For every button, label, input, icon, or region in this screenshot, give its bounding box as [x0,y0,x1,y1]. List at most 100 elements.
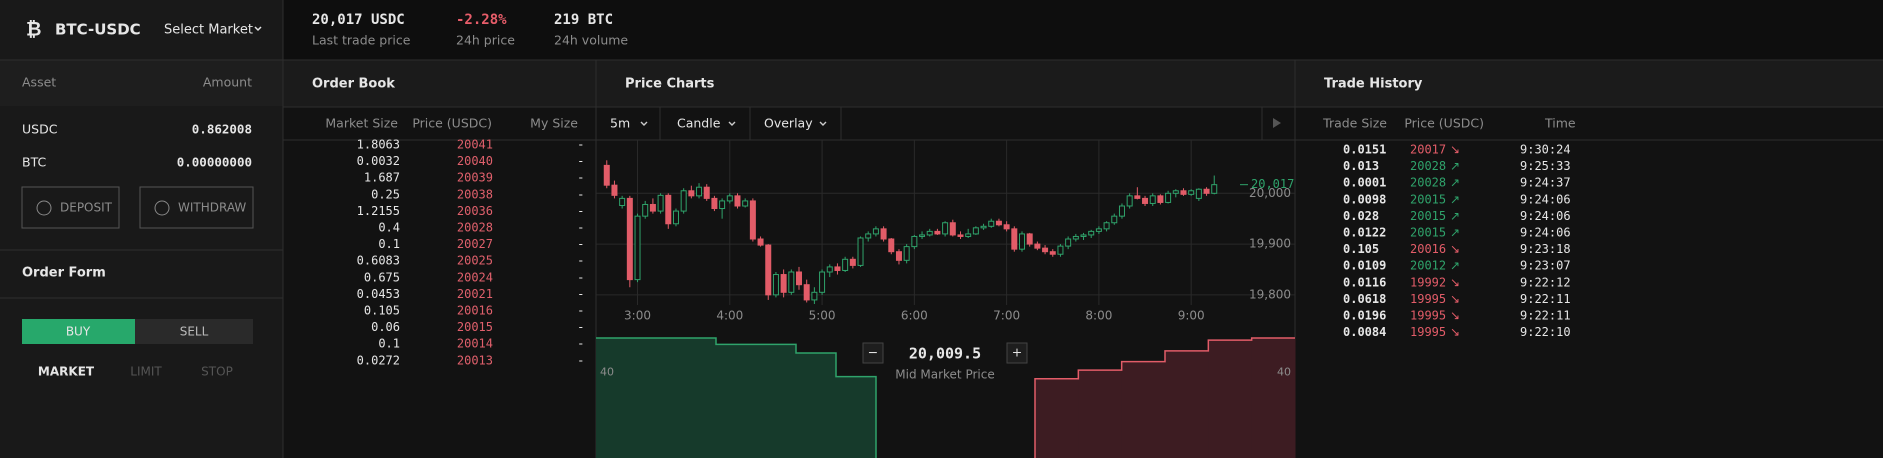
x-tick-label: 5:00 [809,309,836,323]
candle-body [895,251,902,261]
candle-body [1126,195,1133,207]
size: 0.1 [378,237,400,251]
candle-body [1103,222,1110,230]
panel-headers [283,60,1883,107]
candle-body [1080,234,1087,237]
order-type[interactable]: MARKET [38,365,95,379]
candle-body [696,186,703,197]
col-label: My Size [530,116,578,131]
size: 0.105 [1343,242,1379,256]
asset: BTC [22,155,46,170]
amount: 0.862008 [192,122,252,137]
panel-title: Trade History [1324,77,1423,92]
deposit-button[interactable] [21,186,120,229]
candle-body [880,228,887,240]
size: 0.0618 [1343,292,1386,306]
price: 19992 [1410,275,1446,289]
col-label: Amount [203,75,252,90]
price: 20015 [457,320,493,334]
size: 0.028 [1343,209,1379,223]
price: 20028 [1410,176,1446,190]
ask-depth [1078,370,1123,458]
candle-body [919,234,926,237]
stat-label: 24h volume [554,33,628,48]
arrow: ↗ [1450,226,1460,240]
candle-body [819,271,826,293]
size: 0.0272 [357,353,400,367]
buy-button[interactable] [22,319,135,344]
col-label: Price (USDC) [1404,116,1484,131]
price: 20040 [457,154,493,168]
arrow: ↘ [1450,292,1460,306]
my-size: - [579,171,583,185]
bid-depth [756,344,797,458]
col-label: Time [1544,116,1576,131]
candle-body [1180,190,1187,195]
size: 0.0084 [1343,325,1386,339]
candle-body [980,225,987,229]
candle-body [619,197,626,206]
ask-depth [1165,350,1209,458]
bid-depth-edge [596,337,877,458]
candle-body [772,274,779,296]
arrow: ↘ [1450,309,1460,323]
candle-body [965,233,972,237]
my-size: - [579,138,583,152]
chart-type[interactable]: Candle [677,116,721,131]
minus-button[interactable] [862,342,884,364]
plus-label: + [1012,345,1022,360]
arrow: ↗ [1450,209,1460,223]
depth-tick-label: 40 [1277,365,1291,378]
chevron [728,121,736,126]
candle-body [757,238,764,246]
order-type[interactable]: STOP [201,365,233,379]
bid-depth [676,338,717,458]
candle-body [711,197,718,210]
time: 9:24:06 [1520,209,1571,223]
size: 0.4 [378,221,400,235]
candle-body [926,230,933,236]
price: 19995 [1410,292,1446,306]
candle-body [811,291,818,301]
sell-button[interactable] [135,319,253,344]
price: 20038 [457,187,493,201]
size: 0.0116 [1343,275,1386,289]
candle-body [611,184,618,196]
candle-body [1042,247,1049,253]
overlay[interactable]: Overlay [764,116,813,131]
play-button[interactable] [1273,118,1281,128]
my-size: - [579,287,583,301]
interval[interactable]: 5m [610,116,630,131]
size: 0.0196 [1343,309,1386,323]
amount: 0.00000000 [177,155,252,170]
ask-depth [1121,361,1166,458]
candle-body [765,244,772,296]
button-label: SELL [180,325,209,339]
price: 20021 [457,287,493,301]
col-label: Price (USDC) [412,116,492,131]
price: 19995 [1410,325,1446,339]
size: 0.0109 [1343,259,1386,273]
time: 9:30:24 [1520,143,1571,157]
section-title: Order Form [22,266,106,281]
candle-body [1026,233,1033,245]
plus-button[interactable] [1006,342,1028,364]
order-type[interactable]: LIMIT [130,365,162,379]
price: 20036 [457,204,493,218]
select-market[interactable]: Select Market [164,23,253,38]
btc-icon: ₿ [26,19,41,41]
candle-body [1095,228,1102,232]
y-tick-label: 20,000 [1249,186,1291,200]
chevron [819,121,827,126]
candle-body [842,258,849,271]
arrow: ↗ [1450,192,1460,206]
size: 0.675 [364,270,400,284]
depth-tick-label: 40 [600,365,614,378]
x-tick-label: 3:00 [624,309,651,323]
bid-depth [596,338,637,458]
candle-body [642,203,649,217]
withdraw-button[interactable] [139,186,254,229]
arrow: ↗ [1450,176,1460,190]
col-label: Asset [22,75,56,90]
